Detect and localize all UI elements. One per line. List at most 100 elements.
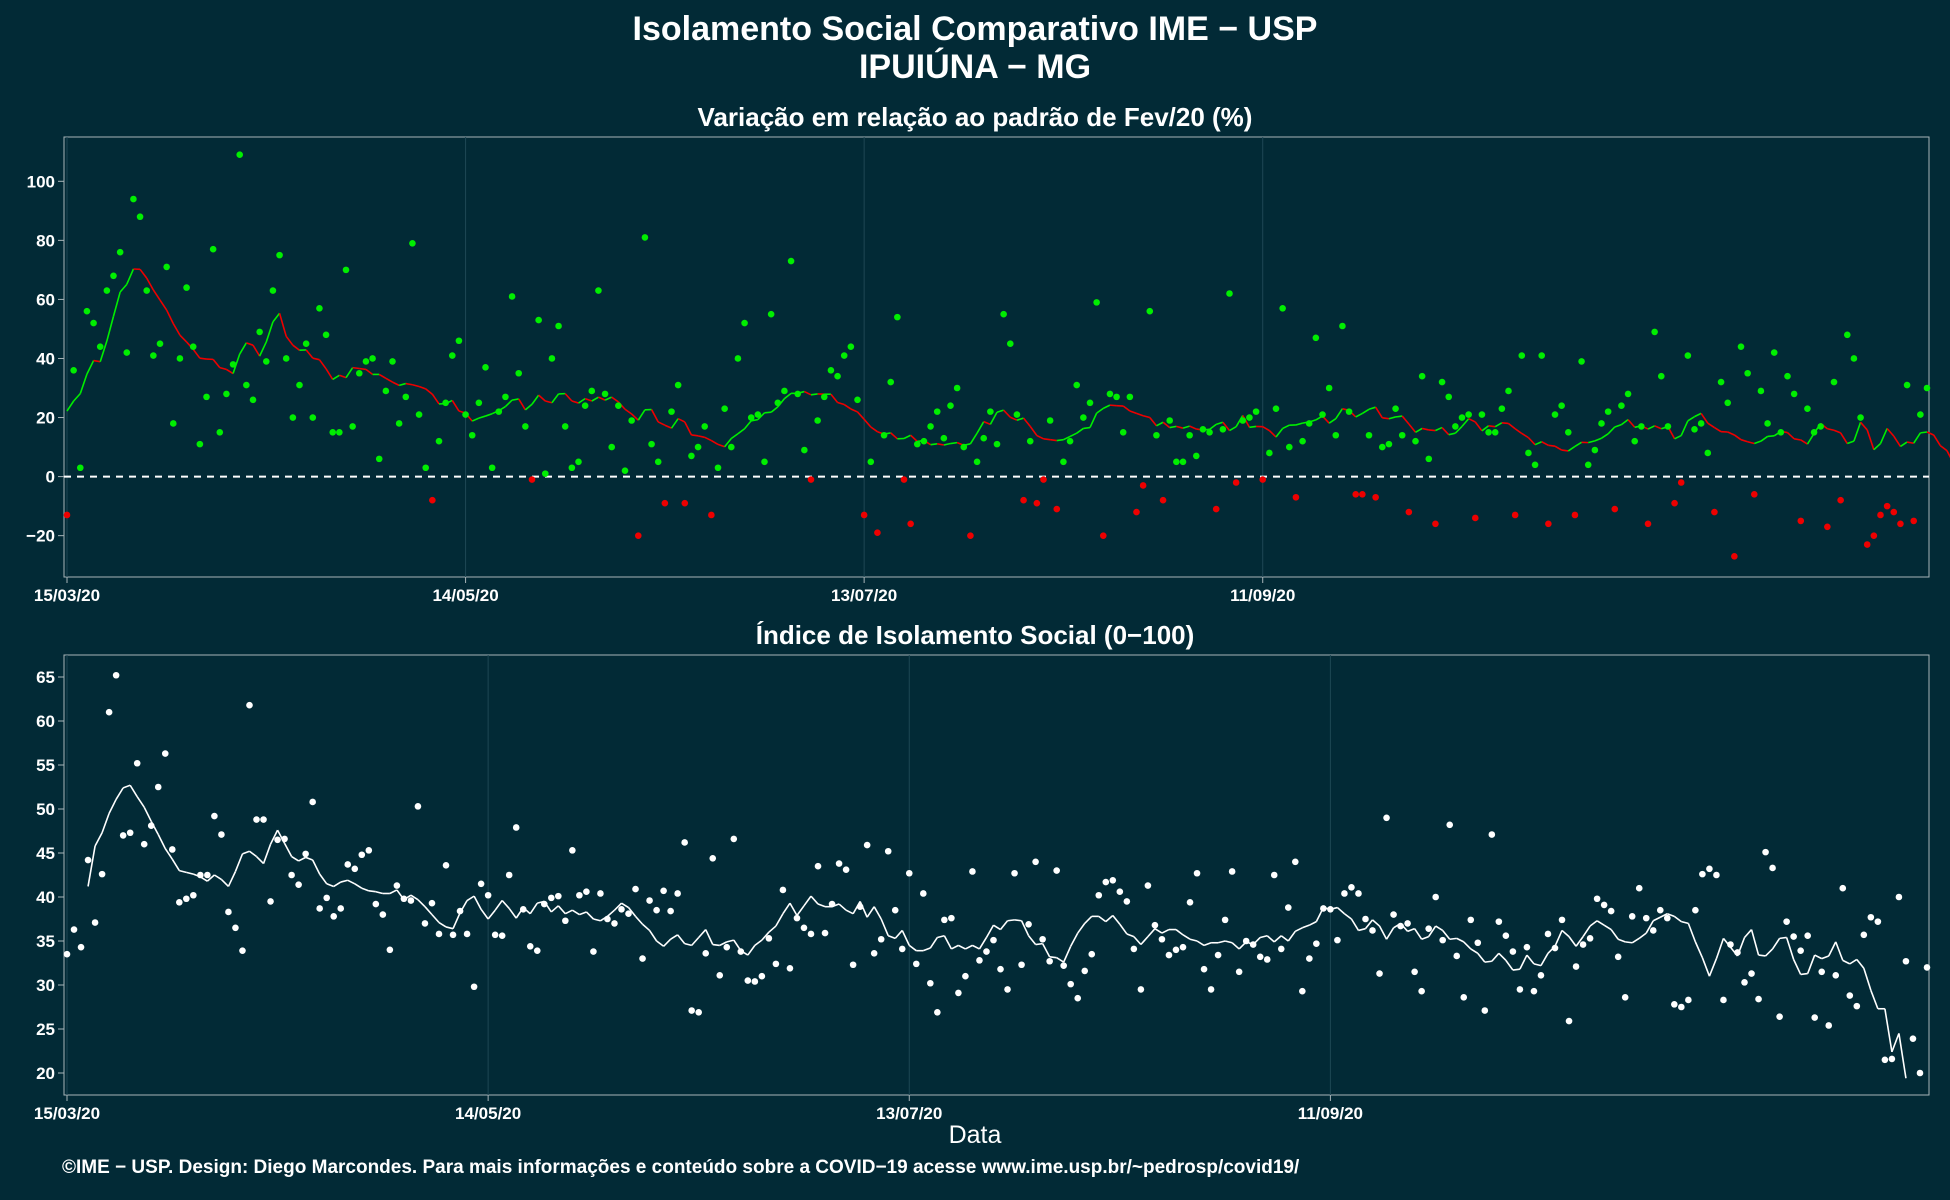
rolling-mean-segment [1350, 918, 1360, 931]
data-point [1776, 1013, 1783, 1020]
rolling-mean-segment [165, 309, 175, 324]
data-point [1757, 387, 1765, 395]
rolling-mean-segment [1747, 440, 1755, 445]
data-point [744, 977, 752, 984]
data-point [1080, 414, 1087, 421]
data-point [1769, 864, 1776, 872]
data-point [1334, 936, 1341, 944]
data-point [484, 891, 492, 899]
data-point [422, 464, 430, 472]
data-point [70, 366, 77, 374]
rolling-mean-segment [584, 397, 593, 402]
data-point [1123, 898, 1131, 905]
x-tick-label: 15/03/20 [34, 1104, 100, 1123]
data-point [1531, 461, 1539, 469]
data-point [576, 891, 583, 899]
rolling-mean-segment [1847, 440, 1855, 445]
data-point [1624, 390, 1632, 398]
rolling-mean-segment [1870, 989, 1879, 1010]
rolling-mean-segment [764, 411, 772, 414]
data-point [302, 340, 310, 348]
data-point [1578, 358, 1585, 365]
data-point [190, 891, 197, 899]
rolling-mean-segment [843, 403, 852, 410]
y-tick-label: 45 [36, 844, 55, 863]
rolling-mean-segment [1368, 406, 1376, 411]
data-point [611, 920, 618, 927]
data-point [147, 822, 155, 830]
rolling-mean-segment [1069, 932, 1079, 947]
rolling-mean-segment [1027, 935, 1037, 946]
data-point [90, 319, 97, 327]
rolling-mean-segment [1488, 425, 1496, 428]
data-point [1488, 831, 1496, 838]
data-point [216, 429, 224, 436]
rolling-mean-segment [1568, 936, 1577, 947]
rolling-mean-segment [951, 944, 959, 950]
data-point [522, 423, 529, 430]
data-point [653, 906, 660, 914]
data-point [674, 890, 681, 897]
rolling-mean-segment [1385, 927, 1395, 940]
data-point [1319, 411, 1326, 418]
data-point [1073, 381, 1081, 389]
rolling-mean-segment [803, 895, 812, 907]
bottom-axis-ticks: 15/03/20 14/05/20 13/07/20 11/09/20 20 25 30 35… [34, 668, 1363, 1123]
data-point [1538, 352, 1546, 359]
rolling-mean-segment [1302, 924, 1310, 929]
rolling-mean-segment [989, 411, 998, 425]
data-point [772, 960, 780, 968]
data-point [1139, 482, 1147, 489]
rolling-mean-segment [1727, 431, 1735, 436]
rolling-mean-segment [697, 435, 705, 439]
data-point [608, 443, 616, 451]
data-point [730, 835, 738, 843]
rolling-mean-segment [730, 433, 739, 440]
rolling-mean-segment [1828, 941, 1837, 957]
rolling-mean-segment [768, 925, 777, 933]
rolling-mean-segment [1873, 442, 1882, 451]
data-point [941, 916, 948, 924]
data-point [225, 908, 232, 916]
data-point [962, 972, 969, 980]
data-point [1193, 869, 1201, 877]
data-point [940, 434, 948, 442]
data-point [660, 887, 667, 895]
rolling-mean-segment [1866, 429, 1875, 450]
data-point [211, 812, 218, 820]
data-point [470, 983, 478, 991]
rolling-mean-segment [473, 895, 482, 910]
data-point [402, 393, 410, 401]
data-point [1345, 408, 1353, 415]
data-point [70, 926, 78, 933]
rolling-mean-segment [770, 406, 779, 413]
data-point [835, 860, 843, 867]
y-tick-label: −20 [26, 527, 55, 546]
data-point [1902, 957, 1910, 965]
data-point [870, 950, 878, 957]
data-point [156, 340, 164, 348]
rolling-mean-segment [1800, 972, 1808, 976]
data-point [702, 950, 710, 957]
data-point [519, 906, 527, 913]
rolling-mean-segment [737, 428, 746, 435]
rolling-mean-segment [810, 393, 818, 396]
rolling-mean-segment [398, 382, 406, 387]
rolling-mean-segment [1603, 924, 1612, 931]
y-tick-label: 55 [36, 756, 55, 775]
data-point [1173, 458, 1180, 466]
data-point [1837, 496, 1844, 504]
data-point [491, 931, 499, 939]
rolling-mean-segment [258, 341, 268, 357]
rolling-mean-segment [1827, 427, 1835, 432]
rolling-mean-segment [1435, 925, 1444, 932]
data-point [1418, 372, 1426, 380]
rolling-mean-segment [1673, 915, 1682, 923]
data-point [615, 402, 622, 410]
rolling-mean-segment [1016, 417, 1024, 421]
rolling-mean-segment [1541, 441, 1549, 447]
rolling-mean-segment [1754, 440, 1762, 445]
data-point [891, 906, 899, 914]
rolling-mean-segment [1328, 418, 1337, 424]
data-point [456, 907, 464, 915]
